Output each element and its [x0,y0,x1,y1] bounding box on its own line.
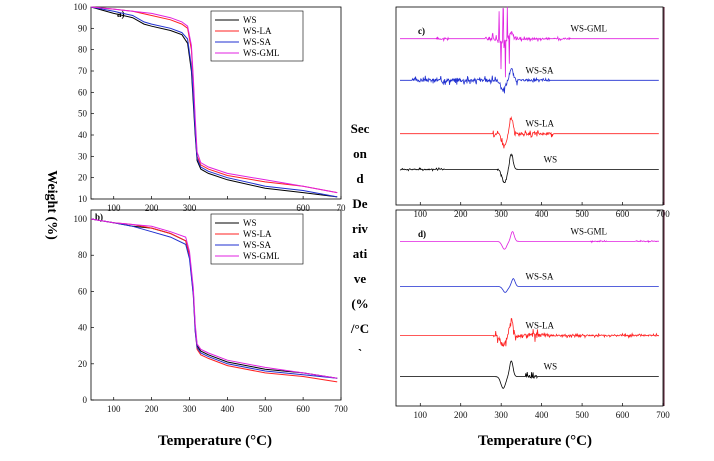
axis-title-line: (% [351,296,368,311]
series-label: WS [544,362,558,372]
x-tick-label: 300 [494,209,508,219]
x-tick-label: 300 [494,410,508,420]
x-tick-label: 500 [258,404,272,414]
x-tick-label: 300 [183,203,197,213]
y-tick-label: 100 [74,2,88,12]
plot-frame [90,209,342,401]
weight-axis-title: Weight (%) [44,170,59,240]
x-tick-label: 400 [535,209,549,219]
x-tick-label: 700 [656,410,670,420]
legend-entry: WS-SA [243,37,272,47]
series-line-ws [400,360,659,389]
series-line-ws-gml [400,231,660,250]
chart-panel-d: 100 200 300 400 500 600 700 d) WS-GML WS-SA WS-LA W… [395,209,670,420]
series-line-ws-sa [400,278,659,293]
legend-entry: WS-SA [243,240,272,250]
y-tick-label: 30 [78,151,88,161]
axis-title-line: ` [358,346,362,361]
axis-title-line: Sec [351,121,370,136]
series-line-ws-sa [400,68,659,94]
series-line-ws-la [400,115,659,149]
axis-title-line: riv [352,221,368,236]
y-tick-label: 60 [78,286,88,296]
x-tick-label: 600 [296,404,310,414]
series-line-ws [399,153,659,184]
x-tick-label: 500 [575,410,589,420]
axis-title-line: De [352,196,367,211]
legend-entry: WS-GML [243,251,280,261]
x-tick-label: 100 [107,203,121,213]
y-tick-label: 0 [83,395,88,405]
x-tick-label: 600 [616,209,630,219]
panel-label: a) [117,9,125,19]
x-tick-label: 200 [145,404,159,414]
x-tick-label: 500 [575,209,589,219]
x-tick-label: 300 [183,404,197,414]
axis-title-line: ati [353,246,368,261]
x-tick-label: 100 [107,404,121,414]
series-line-ws-la [400,317,660,347]
y-tick-label: 60 [78,87,88,97]
panel-label: d) [418,229,426,239]
panel-label: b) [95,212,103,222]
x-tick-label: 100 [414,410,428,420]
legend-entry: WS-LA [243,26,272,36]
x-tick-label: 200 [145,203,159,213]
temperature-axis-title-right: Temperature (°C) [478,433,592,449]
x-tick-label: 70 [337,203,347,213]
series-label: WS-LA [525,320,554,330]
y-tick-label: 80 [78,250,88,260]
second-derivative-axis-title: Sec on d De riv ati ve (% /°C ` [350,121,370,361]
series-label: WS-GML [570,24,607,34]
y-tick-label: 100 [74,214,88,224]
y-tick-label: 80 [78,45,88,55]
axis-title-line: d [356,171,364,186]
axis-title-line: ve [354,271,367,286]
temperature-axis-title-left: Temperature (°C) [158,433,272,449]
y-tick-label: 40 [78,323,88,333]
x-tick-label: 400 [221,404,235,414]
y-tick-label: 70 [78,66,88,76]
y-tick-label: 50 [78,109,88,119]
x-tick-label: 100 [414,209,428,219]
axis-title-line: /°C [350,321,369,336]
plot-frame [90,6,342,200]
series-line-ws-gml [90,218,338,379]
legend-entry: WS-GML [243,48,280,58]
series-label: WS-SA [525,65,554,75]
series-line-ws-gml [90,6,338,194]
y-tick-label: 20 [78,359,88,369]
legend-entry: WS-LA [243,229,272,239]
series-line-ws-sa [90,6,338,198]
y-tick-label: 40 [78,130,88,140]
chart-panel-a: 100 200 300 600 70102030405060708090100a)WSW… [74,2,347,213]
legend-entry: WS [243,15,257,25]
series-line-ws-gml [400,6,659,78]
x-tick-label: 400 [535,410,549,420]
y-tick-label: 10 [78,194,88,204]
x-tick-label: 200 [454,410,468,420]
series-label: WS-GML [570,226,607,236]
panel-label: c) [418,26,425,36]
x-tick-label: 600 [296,203,310,213]
y-tick-label: 90 [78,23,88,33]
series-label: WS-LA [525,119,554,129]
legend-entry: WS [243,218,257,228]
series-label: WS-SA [525,271,554,281]
plot-frame [395,6,664,206]
series-label: WS [544,154,558,164]
x-tick-label: 700 [334,404,348,414]
x-tick-label: 600 [616,410,630,420]
axis-title-line: on [353,146,368,161]
plot-frame [395,209,664,407]
y-tick-label: 20 [78,173,88,183]
x-tick-label: 200 [454,209,468,219]
